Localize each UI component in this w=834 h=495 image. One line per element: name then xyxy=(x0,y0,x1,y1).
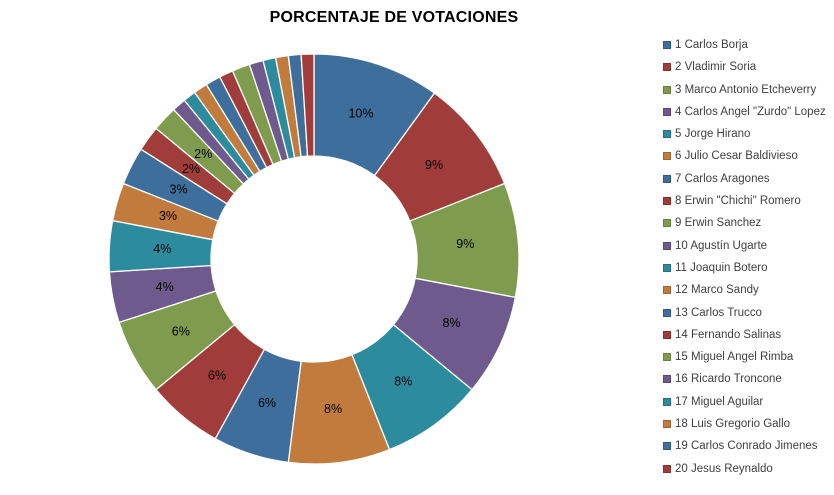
legend-item[interactable]: 14 Fernando Salinas xyxy=(663,328,833,342)
legend-item-label: 17 Miguel Aguilar xyxy=(675,395,764,408)
legend-swatch-icon xyxy=(663,174,671,183)
legend-item-label: 15 Miguel Angel Rimba xyxy=(675,351,794,364)
legend-swatch-icon xyxy=(663,85,671,94)
donut-slice[interactable] xyxy=(300,53,315,157)
slice-percent-label: 2% xyxy=(194,147,212,161)
slice-percent-label: 9% xyxy=(425,158,443,172)
legend-item[interactable]: 4 Carlos Angel "Zurdo" Lopez xyxy=(663,105,833,119)
legend-item[interactable]: 18 Luis Gregorio Gallo xyxy=(663,417,833,431)
legend-item-label: 9 Erwin Sanchez xyxy=(675,217,762,230)
legend-item-label: 6 Julio Cesar Baldivieso xyxy=(675,150,798,163)
legend-swatch-icon xyxy=(663,308,671,317)
legend: 1 Carlos Borja 2 Vladimir Soria 3 Marco An… xyxy=(663,38,833,484)
legend-item[interactable]: 7 Carlos Aragones xyxy=(663,172,833,186)
legend-item[interactable]: 10 Agustín Ugarte xyxy=(663,239,833,253)
legend-item[interactable]: 12 Marco Sandy xyxy=(663,283,833,297)
slice-percent-label: 4% xyxy=(156,280,174,294)
legend-item-label: 1 Carlos Borja xyxy=(675,39,748,51)
legend-swatch-icon xyxy=(663,330,671,339)
slice-percent-label: 8% xyxy=(442,316,460,330)
legend-item-label: 12 Marco Sandy xyxy=(675,284,759,297)
slice-percent-label: 2% xyxy=(182,162,200,176)
legend-swatch-icon xyxy=(663,286,671,295)
legend-swatch-icon xyxy=(663,353,671,362)
slice-percent-label: 9% xyxy=(456,237,474,251)
legend-item[interactable]: 3 Marco Antonio Etcheverry xyxy=(663,83,833,97)
legend-item[interactable]: 20 Jesus Reynaldo xyxy=(663,462,833,476)
legend-swatch-icon xyxy=(663,397,671,406)
slice-percent-label: 3% xyxy=(159,209,177,223)
legend-swatch-icon xyxy=(663,442,671,451)
legend-swatch-icon xyxy=(663,263,671,272)
legend-item[interactable]: 6 Julio Cesar Baldivieso xyxy=(663,149,833,163)
legend-item-label: 19 Carlos Conrado Jimenes xyxy=(675,440,818,453)
legend-item[interactable]: 1 Carlos Borja xyxy=(663,38,833,52)
legend-item-label: 14 Fernando Salinas xyxy=(675,328,782,341)
chart-title: PORCENTAJE DE VOTACIONES xyxy=(269,9,519,26)
legend-swatch-icon xyxy=(663,130,671,139)
legend-item-label: 4 Carlos Angel "Zurdo" Lopez xyxy=(675,105,826,118)
legend-item-label: 5 Jorge Hirano xyxy=(675,128,751,141)
legend-item[interactable]: 13 Carlos Trucco xyxy=(663,306,833,320)
slice-percent-label: 10% xyxy=(348,107,373,121)
legend-swatch-icon xyxy=(663,107,671,116)
legend-item-label: 20 Jesus Reynaldo xyxy=(675,462,773,475)
legend-swatch-icon xyxy=(663,375,671,384)
legend-item-label: 13 Carlos Trucco xyxy=(675,306,762,319)
slice-percent-label: 6% xyxy=(172,324,190,338)
legend-item[interactable]: 19 Carlos Conrado Jimenes xyxy=(663,439,833,453)
legend-swatch-icon xyxy=(663,464,671,473)
legend-item-label: 18 Luis Gregorio Gallo xyxy=(675,418,791,431)
slice-percent-label: 8% xyxy=(394,374,412,388)
legend-item-label: 10 Agustín Ugarte xyxy=(675,239,768,252)
legend-item[interactable]: 16 Ricardo Troncone xyxy=(663,372,833,386)
legend-item[interactable]: 11 Joaquin Botero xyxy=(663,261,833,275)
legend-item[interactable]: 8 Erwin "Chichi" Romero xyxy=(663,194,833,208)
slice-percent-label: 6% xyxy=(208,368,226,382)
slice-percent-label: 8% xyxy=(324,402,342,416)
slice-percent-label: 6% xyxy=(258,396,276,410)
legend-item[interactable]: 5 Jorge Hirano xyxy=(663,127,833,141)
legend-item-label: 16 Ricardo Troncone xyxy=(675,373,782,386)
legend-item-label: 7 Carlos Aragones xyxy=(675,172,770,185)
legend-item[interactable]: 2 Vladimir Soria xyxy=(663,60,833,74)
legend-item-label: 8 Erwin "Chichi" Romero xyxy=(675,195,801,208)
legend-swatch-icon xyxy=(663,219,671,228)
legend-swatch-icon xyxy=(663,41,671,49)
slice-percent-label: 3% xyxy=(170,182,188,196)
legend-item[interactable]: 15 Miguel Angel Rimba xyxy=(663,350,833,364)
slice-percent-label: 4% xyxy=(153,242,171,256)
legend-swatch-icon xyxy=(663,197,671,206)
legend-item-label: 11 Joaquin Botero xyxy=(675,261,768,274)
legend-swatch-icon xyxy=(663,241,671,250)
legend-item[interactable]: 17 Miguel Aguilar xyxy=(663,395,833,409)
legend-swatch-icon xyxy=(663,420,671,429)
legend-item[interactable]: 9 Erwin Sanchez xyxy=(663,216,833,230)
legend-swatch-icon xyxy=(663,152,671,161)
legend-item-label: 3 Marco Antonio Etcheverry xyxy=(675,83,817,96)
legend-item-label: 2 Vladimir Soria xyxy=(675,61,757,74)
legend-swatch-icon xyxy=(663,63,671,72)
